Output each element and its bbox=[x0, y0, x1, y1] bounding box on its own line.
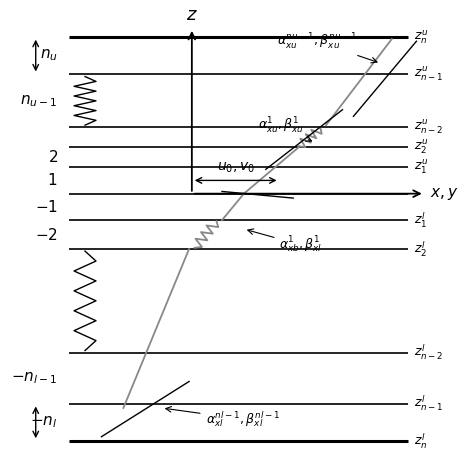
Text: $2$: $2$ bbox=[47, 149, 58, 165]
Text: $x,y$: $x,y$ bbox=[430, 185, 458, 202]
Text: $-2$: $-2$ bbox=[35, 226, 58, 242]
Text: $-n_l$: $-n_l$ bbox=[30, 414, 58, 430]
Text: $z_{n-1}^u$: $z_{n-1}^u$ bbox=[414, 66, 443, 83]
Text: $z$: $z$ bbox=[186, 6, 198, 23]
Text: $\alpha_{xl}^{nl-1}, \beta_{xl}^{nl-1}$: $\alpha_{xl}^{nl-1}, \beta_{xl}^{nl-1}$ bbox=[166, 406, 280, 429]
Text: $-n_{l-1}$: $-n_{l-1}$ bbox=[11, 370, 58, 386]
Text: $\alpha_{xb}^1, \beta_{xl}^1$: $\alpha_{xb}^1, \beta_{xl}^1$ bbox=[248, 229, 323, 255]
Text: $n_u$: $n_u$ bbox=[40, 48, 58, 63]
Text: $u_0, v_0$: $u_0, v_0$ bbox=[217, 160, 255, 175]
Text: $\alpha_{xu}^1, \beta_{xu}^1$: $\alpha_{xu}^1, \beta_{xu}^1$ bbox=[257, 116, 311, 141]
Text: $-1$: $-1$ bbox=[35, 199, 58, 215]
Text: $z_n^l$: $z_n^l$ bbox=[414, 432, 427, 451]
Text: $z_{n-1}^l$: $z_{n-1}^l$ bbox=[414, 394, 443, 413]
Text: $z_n^u$: $z_n^u$ bbox=[414, 28, 428, 46]
Text: $z_1^u$: $z_1^u$ bbox=[414, 158, 428, 176]
Text: $z_2^l$: $z_2^l$ bbox=[414, 239, 427, 259]
Text: $1$: $1$ bbox=[47, 172, 58, 188]
Text: $z_1^l$: $z_1^l$ bbox=[414, 211, 427, 230]
Text: $z_2^u$: $z_2^u$ bbox=[414, 138, 428, 156]
Text: $n_{u-1}$: $n_{u-1}$ bbox=[20, 93, 58, 109]
Text: $z_{n-2}^l$: $z_{n-2}^l$ bbox=[414, 343, 443, 363]
Text: $\alpha_{xu}^{nu-1}, \beta_{xu}^{nu-1}$: $\alpha_{xu}^{nu-1}, \beta_{xu}^{nu-1}$ bbox=[277, 32, 377, 63]
Text: $z_{n-2}^u$: $z_{n-2}^u$ bbox=[414, 119, 443, 136]
